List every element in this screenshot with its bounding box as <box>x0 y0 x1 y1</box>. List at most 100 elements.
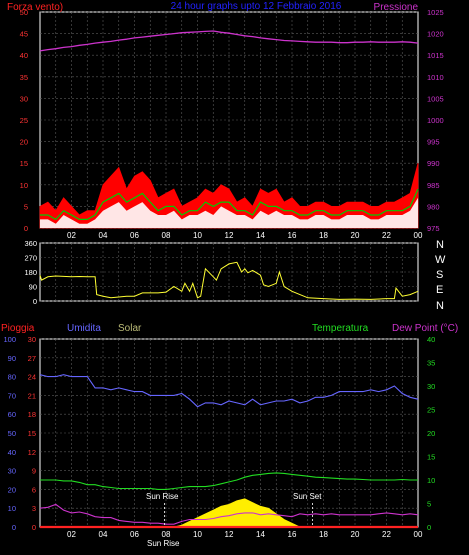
rain-y-tick-label: 0 <box>32 523 36 532</box>
wind-y-tick-label: 0 <box>24 224 28 233</box>
temperature-y-tick-label: 5 <box>427 500 431 509</box>
rain-y-tick-label: 9 <box>32 467 36 476</box>
temperature-y-tick-label: 25 <box>427 406 435 415</box>
pressure-line <box>39 30 419 52</box>
chart-title: 24 hour graphs upto 12 Febbraio 2016 <box>171 1 342 12</box>
rain-y-tick-label: 12 <box>28 448 36 457</box>
humidity-y-tick-label: 10 <box>8 504 16 513</box>
rain-y-tick-label: 15 <box>28 429 36 438</box>
wind-y-tick-label: 50 <box>20 8 28 17</box>
wind-pressure-chart: 0510152025303540455097598098599099510001… <box>20 8 444 240</box>
x-tick-label: 20 <box>351 231 360 240</box>
pressure-y-tick-label: 1010 <box>427 73 444 82</box>
dew-point-label: Dew Point (°C) <box>392 323 458 334</box>
solar-label: Solar <box>118 323 142 334</box>
compass-label-n-top: N <box>436 239 444 251</box>
compass-label-n-bottom: N <box>436 300 444 312</box>
pressure-y-tick-label: 1000 <box>427 116 444 125</box>
rain-humidity-temp-chart: 0102030405060708090100036912151821242730… <box>3 335 435 539</box>
pressure-y-tick-label: 990 <box>427 159 440 168</box>
sun-set-annotation: Sun Set <box>293 492 322 501</box>
rain-y-tick-label: 27 <box>28 354 36 363</box>
temperature-y-tick-label: 30 <box>427 382 435 391</box>
wind-average-line <box>40 188 419 221</box>
pressure-y-tick-label: 975 <box>427 224 440 233</box>
rain-y-tick-label: 18 <box>28 410 36 419</box>
rain-y-tick-label: 21 <box>28 391 36 400</box>
x-tick-label: 12 <box>225 530 234 539</box>
temperature-y-tick-label: 0 <box>427 523 431 532</box>
x-tick-label: 16 <box>288 530 297 539</box>
humidity-line <box>39 374 419 408</box>
direction-y-tick-label: 270 <box>24 254 37 263</box>
x-tick-label: 14 <box>256 231 265 240</box>
x-tick-label: 22 <box>382 231 391 240</box>
humidity-y-tick-label: 70 <box>8 391 16 400</box>
x-tick-label: 12 <box>225 231 234 240</box>
wind-y-tick-label: 5 <box>24 202 28 211</box>
temperature-y-tick-label: 20 <box>427 429 435 438</box>
pressure-y-tick-label: 980 <box>427 202 440 211</box>
temperature-y-tick-label: 40 <box>427 335 435 344</box>
temperature-line <box>40 472 418 490</box>
pressure-y-tick-label: 995 <box>427 138 440 147</box>
wind-y-tick-label: 35 <box>20 73 28 82</box>
wind-y-tick-label: 10 <box>20 181 28 190</box>
temperature-label: Temperatura <box>312 323 369 334</box>
x-tick-label: 14 <box>256 530 265 539</box>
x-tick-label: 22 <box>382 530 391 539</box>
rain-axis-label: Pioggia <box>1 323 35 334</box>
x-tick-label: 02 <box>67 530 76 539</box>
rain-y-tick-label: 6 <box>32 485 36 494</box>
wind-y-tick-label: 15 <box>20 159 28 168</box>
x-tick-label: 18 <box>319 530 328 539</box>
rain-y-tick-label: 24 <box>28 373 36 382</box>
pressure-y-tick-label: 1005 <box>427 94 444 103</box>
wind-y-tick-label: 20 <box>20 138 28 147</box>
humidity-y-tick-label: 30 <box>8 467 16 476</box>
x-tick-label: 18 <box>319 231 328 240</box>
wind-y-tick-label: 25 <box>20 116 28 125</box>
pressure-y-tick-label: 1015 <box>427 51 444 60</box>
x-tick-label: 04 <box>99 231 108 240</box>
wind-direction-line <box>39 261 419 300</box>
compass-label-s: S <box>436 269 443 281</box>
direction-y-tick-label: 360 <box>24 239 37 248</box>
rain-y-tick-label: 3 <box>32 504 36 513</box>
humidity-y-tick-label: 40 <box>8 448 16 457</box>
temperature-y-tick-label: 10 <box>427 476 435 485</box>
wind-direction-chart: 0 90 180 270 360 <box>24 239 419 306</box>
direction-y-tick-label: 180 <box>24 268 37 277</box>
temperature-y-tick-label: 35 <box>427 359 435 368</box>
x-tick-label: 16 <box>288 231 297 240</box>
wind-speed-area <box>40 197 418 228</box>
compass-label-e: E <box>436 284 443 296</box>
header-right-label: Pressione <box>374 2 419 13</box>
humidity-y-tick-label: 80 <box>8 373 16 382</box>
sun-rise-under-annotation: Sun Rise <box>147 539 180 548</box>
dew-point-line <box>39 503 419 525</box>
compass-labels: N W S E N <box>435 239 446 312</box>
humidity-axis-label: Umidita <box>67 323 101 334</box>
pressure-y-tick-label: 1020 <box>427 30 444 39</box>
x-tick-label: 20 <box>351 530 360 539</box>
wind-y-tick-label: 45 <box>20 30 28 39</box>
humidity-y-tick-label: 90 <box>8 354 16 363</box>
humidity-y-tick-label: 0 <box>12 523 16 532</box>
wind-y-tick-label: 30 <box>20 94 28 103</box>
humidity-y-tick-label: 60 <box>8 410 16 419</box>
humidity-y-tick-label: 20 <box>8 485 16 494</box>
rain-y-tick-label: 30 <box>28 335 36 344</box>
x-tick-label: 00 <box>414 530 423 539</box>
x-tick-label: 08 <box>162 231 171 240</box>
sun-rise-annotation: Sun Rise <box>146 492 179 501</box>
pressure-y-tick-label: 985 <box>427 181 440 190</box>
x-tick-label: 08 <box>162 530 171 539</box>
header-left-label: Forza vento) <box>7 2 63 13</box>
direction-y-tick-label: 0 <box>33 297 37 306</box>
direction-y-tick-label: 90 <box>29 283 37 292</box>
x-tick-label: 10 <box>193 530 202 539</box>
x-tick-label: 06 <box>130 231 139 240</box>
x-tick-label: 06 <box>130 530 139 539</box>
